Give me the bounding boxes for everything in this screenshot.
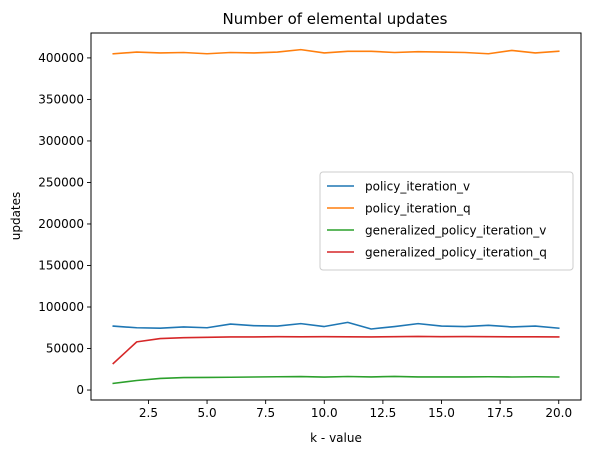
series-line-generalized-policy-iteration-v bbox=[112, 375, 560, 385]
legend-label: policy_iteration_q bbox=[365, 202, 471, 216]
legend-label: policy_iteration_v bbox=[365, 180, 470, 194]
x-tick-label: 5.0 bbox=[198, 406, 217, 420]
y-tick-label: 350000 bbox=[38, 92, 84, 106]
x-tick-label: 12.5 bbox=[370, 406, 397, 420]
plot-frame bbox=[90, 32, 582, 401]
y-tick-label: 200000 bbox=[38, 217, 84, 231]
y-tick-label: 50000 bbox=[46, 342, 84, 356]
series-layer bbox=[112, 48, 560, 385]
legend-label: generalized_policy_iteration_q bbox=[365, 246, 547, 260]
series-line-policy-iteration-q bbox=[112, 48, 560, 55]
x-axis: 2.5 5.0 7.5 10.0 12.5 15.0 17.5 20.0 bbox=[139, 400, 572, 420]
y-tick-label: 150000 bbox=[38, 258, 84, 272]
y-tick-label: 300000 bbox=[38, 134, 84, 148]
series-line-policy-iteration-v bbox=[112, 321, 560, 330]
legend: policy_iteration_v policy_iteration_qgene… bbox=[319, 171, 574, 271]
y-tick-label: 400000 bbox=[38, 51, 84, 65]
x-tick-label: 15.0 bbox=[428, 406, 455, 420]
x-tick-label: 7.5 bbox=[256, 406, 275, 420]
x-tick-label: 17.5 bbox=[487, 406, 514, 420]
series-line-generalized-policy-iteration-q bbox=[112, 335, 560, 365]
x-tick-label: 2.5 bbox=[139, 406, 158, 420]
y-tick-label: 0 bbox=[76, 383, 84, 397]
chart-title: Number of elemental updates bbox=[223, 10, 448, 28]
y-tick-label: 250000 bbox=[38, 175, 84, 189]
y-axis-label: updates bbox=[9, 192, 23, 241]
y-axis: 0 50000 100000 150000 200000 250000 300000 3500… bbox=[38, 51, 91, 397]
x-axis-label: k - value bbox=[310, 431, 362, 445]
x-tick-label: 20.0 bbox=[545, 406, 572, 420]
legend-label: generalized_policy_iteration_v bbox=[365, 224, 546, 238]
y-tick-label: 100000 bbox=[38, 300, 84, 314]
legend-box bbox=[319, 171, 574, 271]
x-tick-label: 10.0 bbox=[311, 406, 338, 420]
